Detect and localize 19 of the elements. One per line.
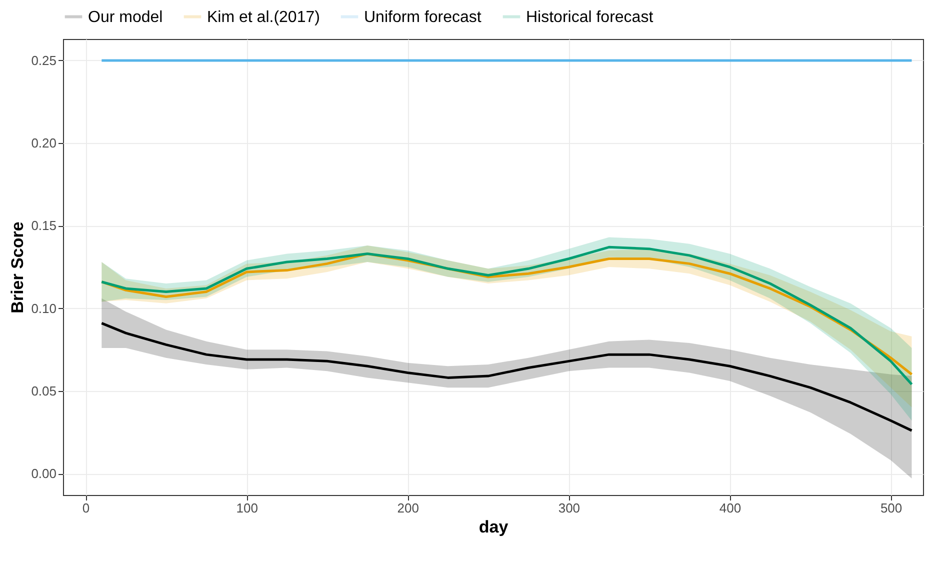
legend-label: Our model: [88, 8, 163, 26]
x-axis-title: day: [478, 518, 509, 536]
x-tick-label: 100: [236, 500, 258, 516]
y-axis-title: Brier Score: [8, 222, 28, 314]
y-tick-label: 0.05: [31, 383, 56, 398]
x-tick-label: 400: [719, 500, 742, 516]
legend-label: Historical forecast: [526, 8, 654, 26]
line-series: [100, 322, 913, 432]
y-tick-label: 0.15: [31, 218, 56, 234]
legend-label: Kim et al.(2017): [207, 8, 320, 26]
x-tick-label: 300: [558, 500, 580, 516]
legend-label: Uniform forecast: [364, 8, 482, 26]
y-tick-label: 0.00: [31, 466, 56, 482]
x-tick-label: 200: [397, 500, 419, 516]
y-tick-label: 0.25: [31, 52, 56, 68]
y-tick-label: 0.10: [31, 300, 56, 316]
x-tick-label: 500: [880, 500, 902, 516]
x-tick-label: 0: [82, 500, 90, 516]
y-tick-label: 0.20: [31, 136, 56, 151]
